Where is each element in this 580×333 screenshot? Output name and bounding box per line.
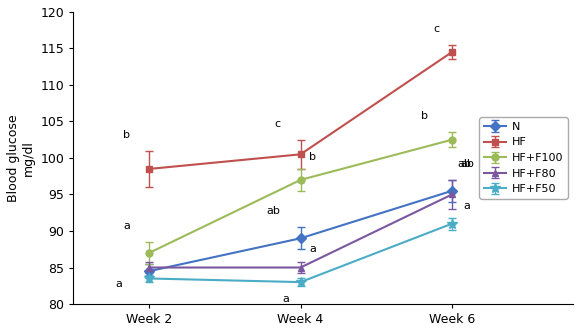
Text: b: b — [123, 130, 130, 140]
Text: ab: ab — [457, 159, 471, 169]
Text: a: a — [463, 200, 470, 210]
Text: a: a — [115, 279, 122, 289]
Text: c: c — [275, 119, 281, 129]
Text: ab: ab — [266, 206, 280, 216]
Text: ab: ab — [460, 159, 474, 169]
Text: a: a — [309, 244, 316, 254]
Y-axis label: Blood glucose
mg/dl: Blood glucose mg/dl — [7, 114, 35, 202]
Text: b: b — [421, 112, 428, 122]
Text: a: a — [123, 221, 130, 231]
Text: c: c — [434, 24, 440, 34]
Legend: N, HF, HF+F100, HF+F80, HF+F50: N, HF, HF+F100, HF+F80, HF+F50 — [479, 118, 567, 198]
Text: b: b — [309, 152, 316, 162]
Text: a: a — [282, 294, 289, 304]
